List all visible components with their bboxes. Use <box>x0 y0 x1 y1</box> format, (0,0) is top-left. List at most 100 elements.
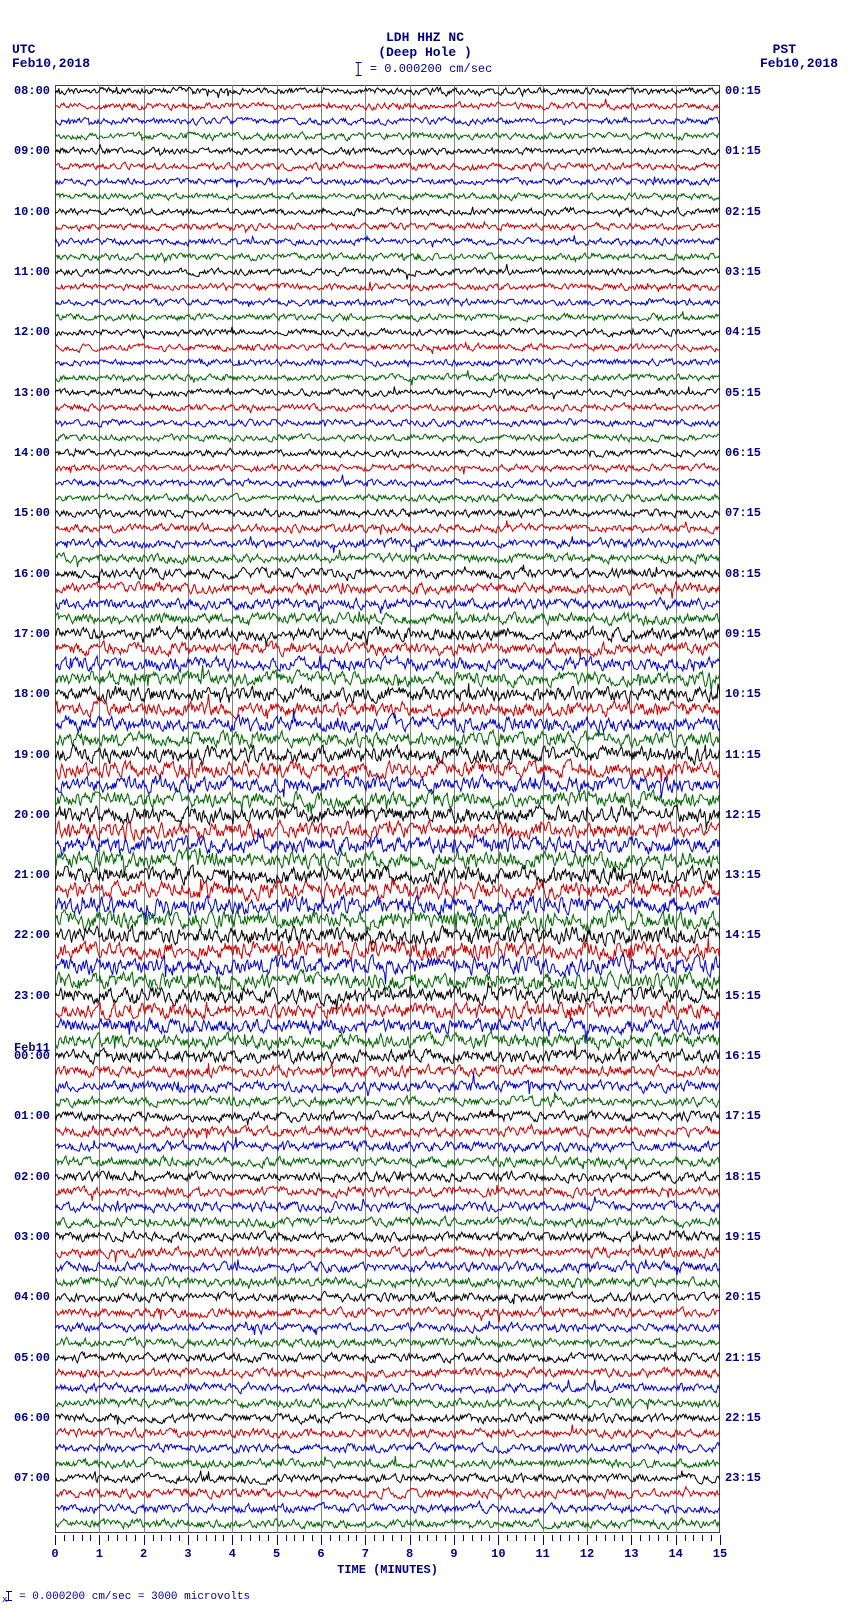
x-tick-minor <box>436 1535 437 1541</box>
x-tick-label: 5 <box>273 1547 280 1561</box>
x-tick-minor <box>250 1535 251 1541</box>
trace-row <box>55 536 720 553</box>
utc-time-label: 08:00 <box>14 84 50 98</box>
x-tick-minor <box>153 1535 154 1541</box>
x-tick-label: 3 <box>184 1547 191 1561</box>
x-tick-major <box>99 1535 100 1545</box>
trace-row <box>55 1321 720 1335</box>
pst-time-label: 23:15 <box>725 1471 761 1485</box>
utc-time-label: 13:00 <box>14 386 50 400</box>
pst-time-label: 18:15 <box>725 1170 761 1184</box>
x-tick-minor <box>241 1535 242 1541</box>
utc-time-label: 11:00 <box>14 265 50 279</box>
x-tick-minor <box>259 1535 260 1541</box>
date-left-label: Feb10,2018 <box>12 56 90 71</box>
trace-row <box>55 694 720 719</box>
utc-time-label: 05:00 <box>14 1351 50 1365</box>
trace-row <box>55 493 720 503</box>
pst-time-label: 10:15 <box>725 687 761 701</box>
x-tick-minor <box>472 1535 473 1541</box>
x-tick-minor <box>268 1535 269 1541</box>
x-tick-major <box>631 1535 632 1545</box>
x-tick-major <box>277 1535 278 1545</box>
pst-time-label: 17:15 <box>725 1109 761 1123</box>
trace-row <box>55 387 720 400</box>
x-tick-label: 10 <box>491 1547 505 1561</box>
trace-row <box>55 1352 720 1363</box>
trace-row <box>55 1001 720 1021</box>
tz-right-label: PST <box>773 42 796 57</box>
x-tick-label: 13 <box>624 1547 638 1561</box>
trace-row <box>55 1137 720 1153</box>
x-tick-minor <box>569 1535 570 1541</box>
plot-area: 08:0009:0010:0011:0012:0013:0014:0015:00… <box>55 85 720 1533</box>
pst-time-label: 07:15 <box>725 506 761 520</box>
pst-time-label: 14:15 <box>725 928 761 942</box>
trace-row <box>55 434 720 443</box>
seismogram-traces <box>55 85 720 1533</box>
trace-row <box>55 938 720 962</box>
x-tick-major <box>321 1535 322 1545</box>
pst-time-label: 03:15 <box>725 265 761 279</box>
x-tick-minor <box>649 1535 650 1541</box>
trace-row <box>55 222 720 232</box>
x-tick-minor <box>445 1535 446 1541</box>
trace-row <box>55 87 720 98</box>
pst-time-label: 16:15 <box>725 1049 761 1063</box>
x-tick-label: 0 <box>51 1547 58 1561</box>
trace-row <box>55 1442 720 1453</box>
x-tick-minor <box>117 1535 118 1541</box>
x-tick-minor <box>596 1535 597 1541</box>
x-tick-label: 1 <box>96 1547 103 1561</box>
x-tick-major <box>55 1535 56 1545</box>
trace-row <box>55 626 720 647</box>
footer-scale: x = 0.000200 cm/sec = 3000 microvolts <box>2 1591 250 1605</box>
x-tick-minor <box>179 1535 180 1541</box>
x-tick-minor <box>303 1535 304 1541</box>
trace-row <box>55 1062 720 1078</box>
tz-left-label: UTC <box>12 42 35 57</box>
trace-row <box>55 829 720 856</box>
trace-row <box>55 144 720 155</box>
utc-time-label: 03:00 <box>14 1230 50 1244</box>
date-right-label: Feb10,2018 <box>760 56 838 71</box>
pst-time-label: 02:15 <box>725 205 761 219</box>
trace-row <box>55 1259 720 1275</box>
footer-scale-bar-icon <box>8 1591 9 1601</box>
trace-row <box>55 711 720 733</box>
utc-time-label: 10:00 <box>14 205 50 219</box>
x-tick-minor <box>427 1535 428 1541</box>
pst-time-label: 19:15 <box>725 1230 761 1244</box>
x-tick-label: 6 <box>317 1547 324 1561</box>
x-tick-minor <box>170 1535 171 1541</box>
trace-row <box>55 177 720 188</box>
x-tick-minor <box>161 1535 162 1541</box>
x-tick-minor <box>215 1535 216 1541</box>
x-tick-minor <box>286 1535 287 1541</box>
trace-row <box>55 1196 720 1213</box>
trace-row <box>55 1156 720 1170</box>
trace-row <box>55 730 720 749</box>
trace-row <box>55 550 720 567</box>
x-tick-minor <box>622 1535 623 1541</box>
trace-row <box>55 772 720 798</box>
trace-row <box>55 117 720 126</box>
trace-row <box>55 1216 720 1228</box>
trace-row <box>55 264 720 280</box>
trace-row <box>55 925 720 946</box>
seismogram-container: LDH HHZ NC (Deep Hole ) = 0.000200 cm/se… <box>0 0 850 1613</box>
trace-row <box>55 1380 720 1394</box>
pst-time-label: 05:15 <box>725 386 761 400</box>
x-tick-minor <box>419 1535 420 1541</box>
trace-row <box>55 1487 720 1499</box>
x-tick-label: 4 <box>229 1547 236 1561</box>
utc-time-label: 15:00 <box>14 506 50 520</box>
trace-row <box>55 665 720 692</box>
x-tick-minor <box>383 1535 384 1541</box>
pst-time-label: 11:15 <box>725 748 761 762</box>
x-tick-minor <box>489 1535 490 1541</box>
x-tick-minor <box>640 1535 641 1541</box>
trace-row <box>55 282 720 292</box>
x-tick-major <box>410 1535 411 1545</box>
trace-row <box>55 418 720 427</box>
